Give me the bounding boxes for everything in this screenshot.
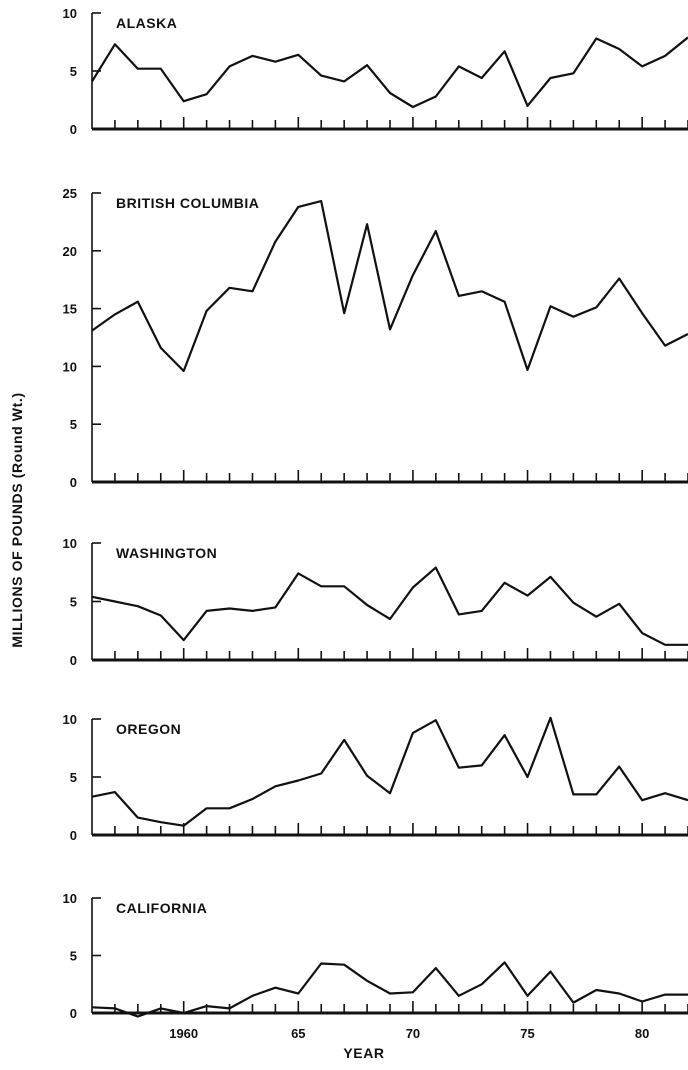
x-axis-title: YEAR [343,1045,384,1061]
panel-oregon: 0 5 10 OREGON [63,712,688,843]
y-tick-label: 0 [70,828,77,843]
y-tick-label: 0 [70,122,77,137]
y-tick-label: 5 [70,949,77,964]
y-tick-label: 15 [63,302,77,317]
x-tick-label: 75 [520,1026,534,1041]
panel-title: BRITISH COLUMBIA [116,195,259,211]
x-tick-label: 65 [291,1026,305,1041]
y-tick-label: 10 [63,6,77,21]
y-tick-label: 20 [63,244,77,259]
y-tick-label: 5 [70,417,77,432]
y-tick-label: 10 [63,359,77,374]
x-tick-label: 80 [635,1026,649,1041]
panel-washington: 0 5 10 WASHINGTON [63,536,688,668]
panel-british-columbia: 0 5 10 15 20 25 BRITISH COLUMBIA [63,186,688,490]
y-tick-label: 0 [70,475,77,490]
y-tick-label: 5 [70,595,77,610]
y-tick-label: 10 [63,891,77,906]
y-tick-label: 0 [70,1006,77,1021]
y-tick-label: 5 [70,64,77,79]
series-line-california [91,961,688,1018]
series-line-washington [91,566,688,646]
panel-alaska: 0 5 10 ALASKA [63,6,688,137]
series-line-alaska [91,36,688,109]
y-tick-label: 0 [70,653,77,668]
panel-title: ALASKA [116,15,177,31]
y-tick-label: 5 [70,770,77,785]
panel-title: OREGON [116,721,181,737]
x-tick-label: 1960 [169,1026,198,1041]
y-tick-label: 10 [63,712,77,727]
y-axis-title: MILLIONS OF POUNDS (Round Wt.) [9,392,25,647]
y-tick-label: 25 [63,186,77,201]
y-tick-label: 10 [63,536,77,551]
panel-title: WASHINGTON [116,545,217,561]
x-tick-label: 70 [406,1026,420,1041]
series-line-british-columbia [91,200,688,373]
panel-california: 0 5 10 CALIFORNIA [63,891,688,1021]
panel-title: CALIFORNIA [116,900,207,916]
series-line-oregon [91,716,688,827]
